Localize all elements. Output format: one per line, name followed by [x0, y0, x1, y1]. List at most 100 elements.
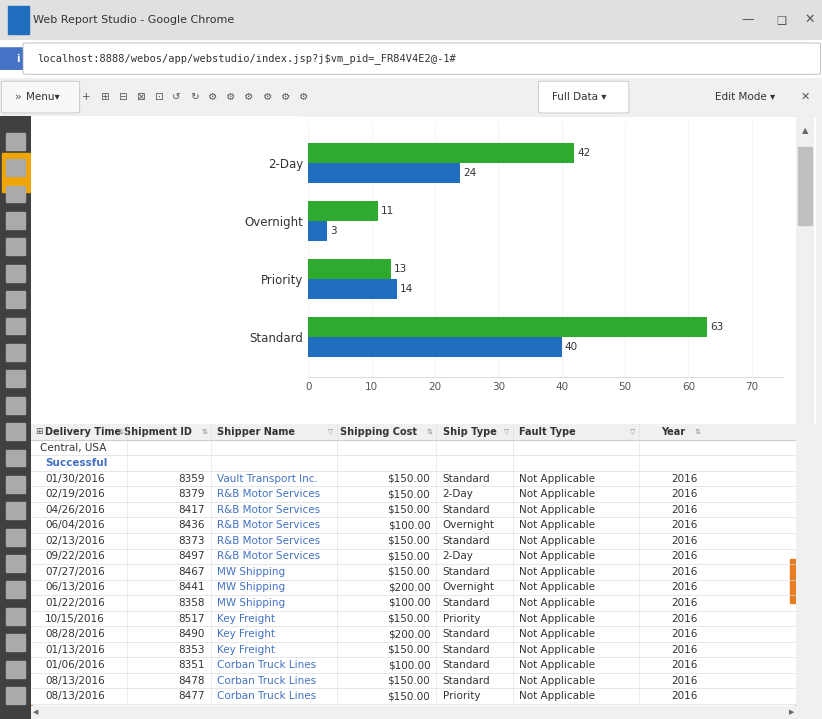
Text: 04/26/2016: 04/26/2016 [45, 505, 104, 515]
FancyBboxPatch shape [244, 203, 279, 237]
FancyBboxPatch shape [52, 343, 238, 377]
Legend: Failed, Successful: Failed, Successful [458, 439, 634, 461]
Text: 2016: 2016 [672, 613, 698, 623]
Text: Not Applicable: Not Applicable [519, 551, 595, 562]
Text: Fault Type: Fault Type [519, 427, 575, 437]
Text: ▶: ▶ [789, 710, 794, 715]
Text: ⇅: ⇅ [117, 429, 123, 435]
Text: ⚙: ⚙ [298, 92, 308, 102]
Text: $150.00: $150.00 [387, 505, 430, 515]
Text: 12/30/2015: 12/30/2015 [64, 145, 123, 155]
Text: 2016: 2016 [672, 691, 698, 701]
Bar [31, 549, 796, 564]
Text: Standard: Standard [442, 536, 490, 546]
Text: 07/27/2016: 07/27/2016 [45, 567, 104, 577]
Text: Corban Truck Lines: Corban Truck Lines [217, 691, 316, 701]
Text: ⚙: ⚙ [208, 92, 218, 102]
Bar [31, 564, 796, 580]
Text: MW Shipping: MW Shipping [217, 582, 285, 592]
Text: Menu▾: Menu▾ [26, 92, 60, 102]
Text: <All>: <All> [64, 354, 95, 365]
Bar [7, 503, 25, 519]
Bar [308, 316, 708, 337]
Text: Ship Type: Ship Type [442, 427, 496, 437]
Text: 13: 13 [394, 264, 407, 274]
Text: $100.00: $100.00 [388, 521, 430, 530]
Bar [7, 265, 25, 282]
Text: 8477: 8477 [178, 691, 205, 701]
Text: 2016: 2016 [672, 567, 698, 577]
Text: 8358: 8358 [178, 598, 205, 608]
Text: 11: 11 [381, 206, 395, 216]
Text: R&B Motor Services: R&B Motor Services [217, 505, 320, 515]
FancyBboxPatch shape [244, 133, 279, 167]
Text: ↺: ↺ [173, 92, 181, 102]
Text: Not Applicable: Not Applicable [519, 613, 595, 623]
Text: 09/22/2016: 09/22/2016 [45, 551, 104, 562]
Text: 2016: 2016 [672, 536, 698, 546]
Text: 08/13/2016: 08/13/2016 [45, 676, 104, 686]
Text: 06/13/2016: 06/13/2016 [45, 582, 104, 592]
Text: Not Applicable: Not Applicable [519, 645, 595, 654]
Bar [31, 518, 796, 533]
Text: 06/04/2016: 06/04/2016 [45, 521, 104, 530]
Text: Submit: Submit [147, 395, 187, 405]
Text: 2016: 2016 [672, 521, 698, 530]
Text: Shipper Name: Shipper Name [217, 427, 295, 437]
Text: ⊞: ⊞ [100, 92, 109, 102]
Bar [31, 610, 796, 626]
Text: Standard: Standard [442, 676, 490, 686]
Text: $150.00: $150.00 [387, 551, 430, 562]
Circle shape [0, 48, 248, 69]
Text: ⚙: ⚙ [280, 92, 290, 102]
Text: R&B Motor Services: R&B Motor Services [217, 489, 320, 499]
Text: 24: 24 [464, 168, 477, 178]
Text: Not Applicable: Not Applicable [519, 567, 595, 577]
FancyBboxPatch shape [104, 383, 229, 420]
Text: Full Data ▾: Full Data ▾ [552, 92, 607, 102]
Text: Web Report Studio - Google Chrome: Web Report Studio - Google Chrome [33, 15, 234, 24]
Text: ⊞: ⊞ [35, 428, 43, 436]
Text: 1/1/2017: 1/1/2017 [64, 215, 110, 225]
FancyBboxPatch shape [2, 81, 80, 113]
Text: ▲: ▲ [801, 126, 808, 134]
Text: ❑: ❑ [776, 15, 786, 24]
Bar [7, 528, 25, 546]
Text: ⇅: ⇅ [427, 429, 432, 435]
Text: 8436: 8436 [178, 521, 205, 530]
Text: $100.00: $100.00 [388, 598, 430, 608]
Text: ▾: ▾ [229, 354, 234, 365]
Text: R&B Motor Services: R&B Motor Services [217, 521, 320, 530]
Bar [31, 455, 796, 471]
Text: 2016: 2016 [672, 505, 698, 515]
Text: 8467: 8467 [178, 567, 205, 577]
Text: $150.00: $150.00 [387, 536, 430, 546]
Text: Corban Truck Lines: Corban Truck Lines [217, 676, 316, 686]
Text: Not Applicable: Not Applicable [519, 536, 595, 546]
Text: ▽: ▽ [630, 429, 635, 435]
Text: Shipper:: Shipper: [53, 339, 97, 349]
Bar [7, 212, 25, 229]
Text: ▽: ▽ [504, 429, 509, 435]
Text: 02/19/2016: 02/19/2016 [45, 489, 104, 499]
Text: R&B Motor Services: R&B Motor Services [217, 536, 320, 546]
Text: $150.00: $150.00 [387, 567, 430, 577]
Text: ▾: ▾ [229, 145, 234, 155]
Bar [7, 291, 25, 308]
Bar [308, 337, 561, 357]
Text: 2016: 2016 [672, 629, 698, 639]
Bar [31, 642, 796, 657]
Text: 2016: 2016 [672, 645, 698, 654]
Bar [2, 152, 30, 192]
Bar [7, 159, 25, 176]
Text: 2016: 2016 [672, 676, 698, 686]
Text: Key Freight: Key Freight [217, 613, 275, 623]
Text: 02/13/2016: 02/13/2016 [45, 536, 104, 546]
Text: 10/15/2016: 10/15/2016 [45, 613, 104, 623]
Text: 63: 63 [710, 321, 723, 331]
Bar [7, 634, 25, 651]
Bar [31, 502, 796, 518]
Bar [31, 595, 796, 610]
Bar [308, 259, 390, 279]
Text: 8353: 8353 [178, 645, 205, 654]
